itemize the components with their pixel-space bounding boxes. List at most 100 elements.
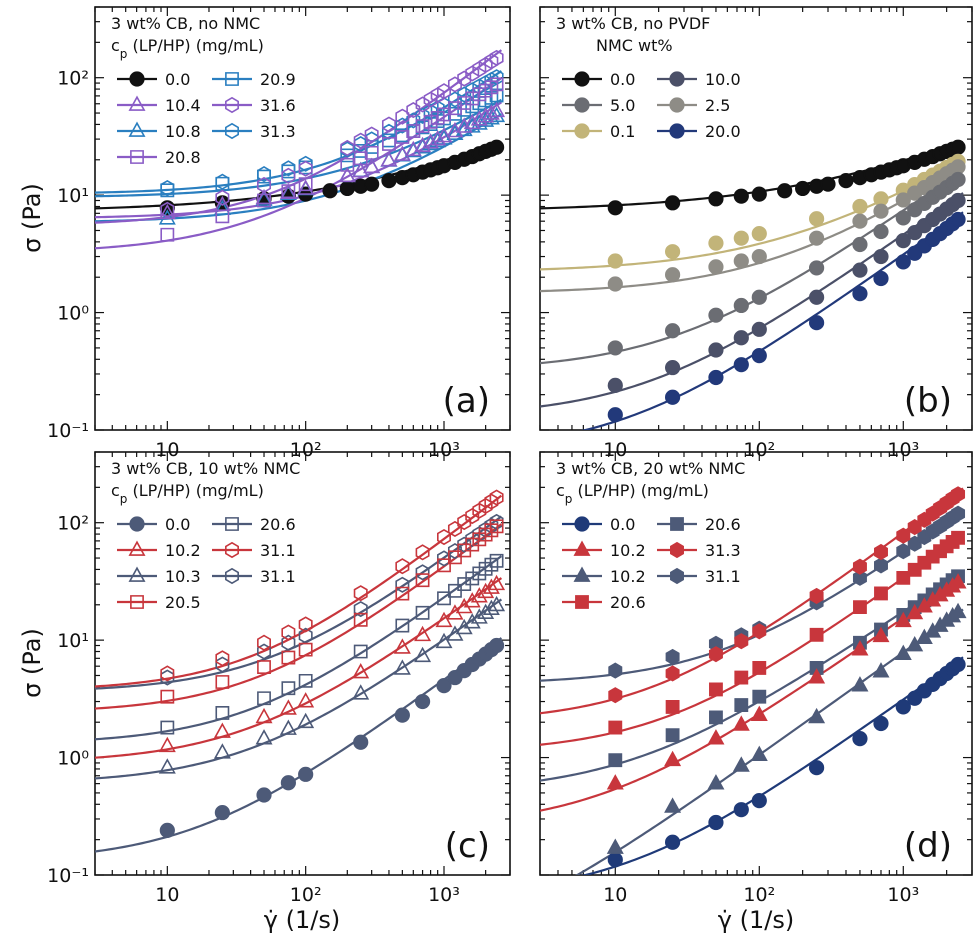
data-point — [950, 656, 966, 673]
data-point — [437, 591, 451, 606]
legend-label: 31.6 — [260, 96, 296, 115]
data-point — [751, 289, 767, 305]
data-point — [455, 117, 473, 133]
data-point — [437, 558, 451, 573]
data-point — [298, 642, 313, 657]
data-point — [664, 267, 681, 283]
panel-label: (d) — [904, 826, 952, 866]
data-point — [363, 157, 381, 174]
data-point — [465, 65, 480, 82]
legend-marker — [670, 541, 684, 559]
data-point — [281, 624, 296, 641]
plot-frame — [94, 6, 511, 431]
data-point — [255, 707, 273, 724]
data-point — [874, 586, 888, 601]
data-point — [297, 712, 315, 729]
data-point — [733, 357, 749, 373]
data-point — [415, 573, 430, 588]
data-point — [733, 230, 749, 246]
data-point — [482, 578, 500, 594]
data-point — [352, 663, 370, 679]
legend-title: 3 wt% CB, 10 wt% NMC — [111, 459, 300, 478]
data-point — [808, 289, 825, 305]
x-tick-label: 10³ — [428, 439, 460, 461]
fit-curve — [540, 192, 964, 408]
y-tick-label: 10⁻¹ — [47, 865, 89, 887]
data-point — [484, 557, 499, 572]
data-point — [808, 760, 825, 776]
data-point — [472, 87, 487, 102]
data-point — [463, 613, 481, 629]
data-point — [808, 707, 826, 724]
y-axis-label: σ (Pa) — [18, 628, 46, 698]
legend-marker — [128, 121, 146, 137]
data-point — [395, 618, 410, 633]
data-point — [215, 209, 230, 224]
data-point — [664, 797, 682, 813]
data-point — [215, 189, 230, 206]
data-point — [820, 176, 836, 192]
legend-label: 31.3 — [705, 541, 741, 560]
data-point — [751, 348, 767, 364]
legend-label: 20.5 — [165, 593, 201, 612]
data-point — [751, 321, 767, 337]
data-point — [257, 643, 272, 660]
panel-d: 10 10² 10³ 3 wt% CB, 20 wt% NMC cp (LP/HP) (… — [539, 451, 973, 906]
data-point — [422, 133, 440, 149]
fit-curve — [540, 487, 964, 715]
data-point — [950, 159, 966, 175]
data-point — [607, 852, 623, 868]
data-point — [395, 117, 410, 134]
data-point — [709, 710, 723, 725]
data-point — [158, 736, 176, 753]
data-point — [281, 167, 296, 184]
data-point — [607, 276, 623, 292]
data-point — [808, 315, 825, 331]
data-point — [477, 582, 495, 599]
legend: 3 wt% CB, 20 wt% NMC cp (LP/HP) (mg/mL) 0.… — [556, 459, 745, 612]
y-tick-label: 10² — [57, 68, 89, 90]
data-point — [750, 745, 768, 761]
data-point — [364, 145, 379, 160]
legend: 3 wt% CB, no NMC cp (LP/HP) (mg/mL) 0.0 10.… — [111, 14, 296, 167]
data-point — [394, 707, 410, 723]
data-point — [448, 550, 462, 565]
data-point — [809, 660, 824, 675]
data-point — [437, 107, 451, 122]
data-point — [470, 608, 488, 624]
data-point — [708, 307, 724, 323]
data-point — [896, 527, 911, 544]
legend-marker — [669, 97, 685, 113]
data-point — [472, 566, 487, 581]
legend-label: 20.0 — [705, 122, 741, 141]
data-point — [665, 728, 680, 743]
data-point — [406, 102, 421, 119]
data-point — [482, 599, 500, 615]
data-point — [809, 627, 824, 642]
data-point — [406, 112, 421, 129]
data-point — [158, 209, 176, 225]
data-point — [281, 184, 296, 199]
data-point — [340, 157, 355, 172]
data-point — [895, 254, 911, 270]
plot-frame — [539, 6, 973, 431]
data-point — [339, 180, 355, 197]
y-tick-label: 10² — [57, 513, 89, 535]
data-point — [608, 662, 623, 679]
legend-marker — [574, 71, 590, 87]
data-point — [873, 248, 889, 265]
data-point — [414, 693, 431, 710]
data-point — [160, 179, 175, 197]
data-point — [950, 139, 966, 155]
data-point — [477, 603, 495, 619]
data-point — [852, 731, 868, 747]
data-point — [664, 834, 681, 850]
legend-label: 10.0 — [705, 70, 741, 89]
data-point — [895, 192, 911, 208]
legend-marker — [670, 567, 684, 585]
data-point — [414, 136, 432, 153]
x-tick-label: 10 — [155, 884, 179, 906]
data-point — [472, 532, 487, 547]
data-point — [381, 123, 396, 140]
